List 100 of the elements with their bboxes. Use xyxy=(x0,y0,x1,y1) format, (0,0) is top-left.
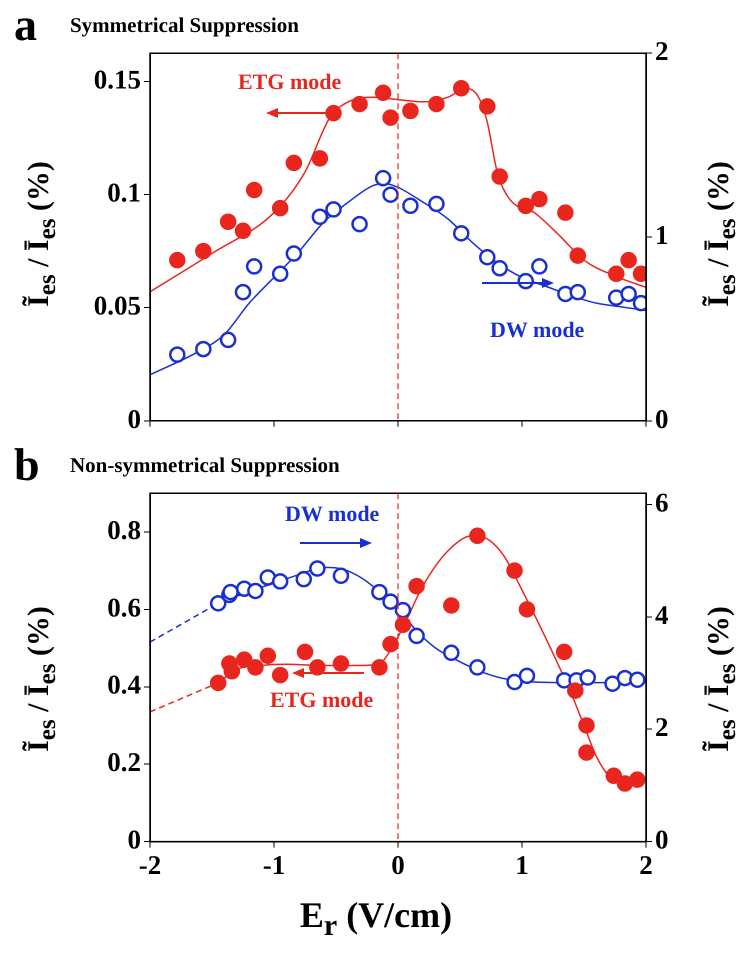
point xyxy=(531,258,548,275)
point xyxy=(260,569,276,586)
x-tick-label: 1 xyxy=(515,850,529,880)
point xyxy=(309,560,326,577)
point xyxy=(351,96,368,112)
chart-title: Symmetrical Suppression xyxy=(70,13,300,38)
point xyxy=(408,628,425,644)
point xyxy=(428,96,445,112)
point xyxy=(578,744,595,761)
point xyxy=(604,675,621,692)
point xyxy=(351,216,368,232)
point xyxy=(312,208,328,226)
point xyxy=(382,636,399,652)
point xyxy=(374,84,392,102)
y2-tick-label: 2 xyxy=(655,712,668,742)
point xyxy=(629,672,646,688)
point xyxy=(260,648,276,664)
point xyxy=(286,245,302,262)
point xyxy=(443,644,460,662)
point xyxy=(371,584,388,600)
point xyxy=(169,252,186,268)
point xyxy=(272,666,288,684)
text: b xyxy=(14,439,40,491)
annotation: DW mode xyxy=(285,501,380,526)
y-tick-label: 0.1 xyxy=(107,178,141,208)
point xyxy=(234,284,252,300)
point xyxy=(616,775,634,792)
point xyxy=(312,150,328,167)
point xyxy=(222,584,239,600)
point xyxy=(332,568,350,584)
point xyxy=(578,717,595,734)
point xyxy=(452,225,470,242)
point xyxy=(325,201,342,218)
x-axis-title: E$_{r}$ (V/cm) xyxy=(298,894,454,944)
y-tick-label: 0 xyxy=(128,404,141,434)
point xyxy=(220,332,236,348)
point xyxy=(195,242,212,260)
point xyxy=(629,771,646,788)
y-tick-label: 0.4 xyxy=(107,670,141,700)
point xyxy=(402,198,419,214)
point xyxy=(272,573,288,590)
point xyxy=(491,260,508,276)
point xyxy=(309,659,326,676)
y2-tick-label: 2 xyxy=(655,36,668,66)
point xyxy=(374,170,392,186)
point xyxy=(246,258,262,275)
point xyxy=(567,682,584,699)
point xyxy=(608,266,624,282)
chart-title: Non-symmetrical Suppression xyxy=(70,453,340,478)
y2-tick-label: 6 xyxy=(655,487,668,518)
y2-tick-label: 0 xyxy=(655,824,668,855)
point xyxy=(169,346,186,363)
point xyxy=(491,168,508,185)
y2-tick-label: 0 xyxy=(655,404,668,434)
point xyxy=(620,252,637,268)
point xyxy=(210,674,226,692)
point xyxy=(332,655,350,672)
annotation: DW mode xyxy=(490,317,584,342)
point xyxy=(557,204,574,221)
y-tick-label: 0.8 xyxy=(107,514,141,545)
annotation: ETG mode xyxy=(270,687,374,712)
point xyxy=(579,669,596,686)
point xyxy=(518,601,536,618)
y2-tick-label: 1 xyxy=(655,220,668,250)
point xyxy=(518,668,536,684)
y-tick-label: 0.15 xyxy=(94,64,141,94)
point xyxy=(570,284,586,300)
point xyxy=(371,659,388,676)
point xyxy=(296,570,312,588)
point xyxy=(452,80,470,97)
point xyxy=(210,595,226,612)
point xyxy=(517,198,534,214)
point xyxy=(620,286,637,302)
y-tick-label: 0.6 xyxy=(107,592,141,622)
point xyxy=(220,213,236,230)
annotation: ETG mode xyxy=(238,69,342,94)
y2-tick-label: 4 xyxy=(655,600,668,630)
point xyxy=(608,289,624,306)
x-tick-label: 2 xyxy=(639,850,653,880)
x-tick-label: -2 xyxy=(138,850,162,880)
x-tick-label: -1 xyxy=(262,850,286,880)
point xyxy=(531,190,548,208)
point xyxy=(394,602,412,618)
point xyxy=(325,104,342,122)
point xyxy=(272,200,288,216)
point xyxy=(195,340,212,358)
point xyxy=(382,186,399,203)
point xyxy=(408,578,425,594)
point xyxy=(394,616,412,634)
point xyxy=(402,102,419,120)
y-tick-label: 0 xyxy=(128,824,141,855)
point xyxy=(247,582,264,600)
point xyxy=(479,98,496,115)
point xyxy=(506,562,523,579)
point xyxy=(556,644,572,660)
point xyxy=(570,247,586,264)
point xyxy=(224,663,240,680)
point xyxy=(246,182,262,198)
point xyxy=(286,154,302,172)
point xyxy=(382,109,399,126)
